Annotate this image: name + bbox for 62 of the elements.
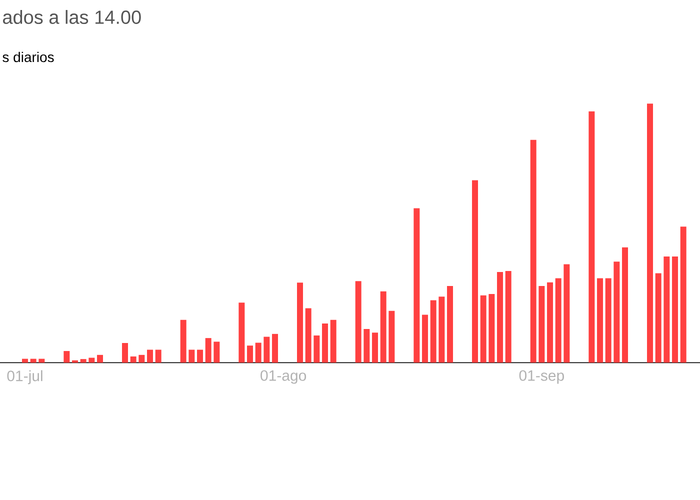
bar <box>497 272 504 363</box>
bar <box>255 342 262 363</box>
bar <box>472 180 478 363</box>
bar <box>214 342 220 363</box>
bar <box>330 320 336 363</box>
bar <box>305 308 312 363</box>
bar <box>247 346 253 363</box>
bar <box>655 273 662 363</box>
bar <box>672 256 678 363</box>
bar <box>414 208 420 363</box>
bar <box>530 140 536 363</box>
bar <box>588 111 595 363</box>
bar <box>430 300 436 363</box>
bar <box>664 256 670 363</box>
bar <box>30 358 36 363</box>
bar <box>364 329 370 363</box>
bar <box>488 294 495 363</box>
bar <box>355 281 362 363</box>
bar <box>197 350 203 363</box>
bar <box>22 358 28 363</box>
bar <box>297 282 303 363</box>
bar <box>597 278 604 363</box>
bar <box>438 296 445 363</box>
bar <box>188 350 195 363</box>
bar <box>155 350 162 363</box>
bar <box>538 286 545 363</box>
bar <box>38 358 45 363</box>
bar <box>564 264 570 363</box>
bar <box>647 104 654 363</box>
bar <box>622 247 628 363</box>
bar <box>97 354 103 363</box>
bar <box>122 342 128 363</box>
bar <box>147 350 154 363</box>
x-tick-label: 01-sep <box>519 370 564 384</box>
bar <box>614 262 620 363</box>
bar <box>264 336 270 363</box>
bar <box>80 359 86 363</box>
bar <box>314 335 320 363</box>
bar <box>505 270 512 363</box>
bar <box>88 358 95 363</box>
bar <box>480 295 486 363</box>
x-tick-label: 01-ago <box>260 370 306 384</box>
bar <box>180 320 186 363</box>
bar <box>380 291 386 363</box>
bar <box>422 314 428 363</box>
bar <box>272 334 278 363</box>
bar <box>605 278 612 363</box>
x-tick-label: 01-jul <box>7 370 42 384</box>
bar <box>372 332 378 363</box>
chart-title: ados a las 14.00 <box>3 10 141 24</box>
bar <box>388 310 395 363</box>
bar <box>130 356 136 363</box>
bar <box>547 282 554 363</box>
bar <box>64 351 70 363</box>
bar <box>238 302 245 363</box>
bar <box>555 278 562 363</box>
text: s diarios <box>2 52 54 62</box>
bar <box>138 354 145 363</box>
bar <box>205 338 212 363</box>
bar <box>322 324 328 363</box>
bar <box>680 226 686 363</box>
bar <box>447 286 454 363</box>
